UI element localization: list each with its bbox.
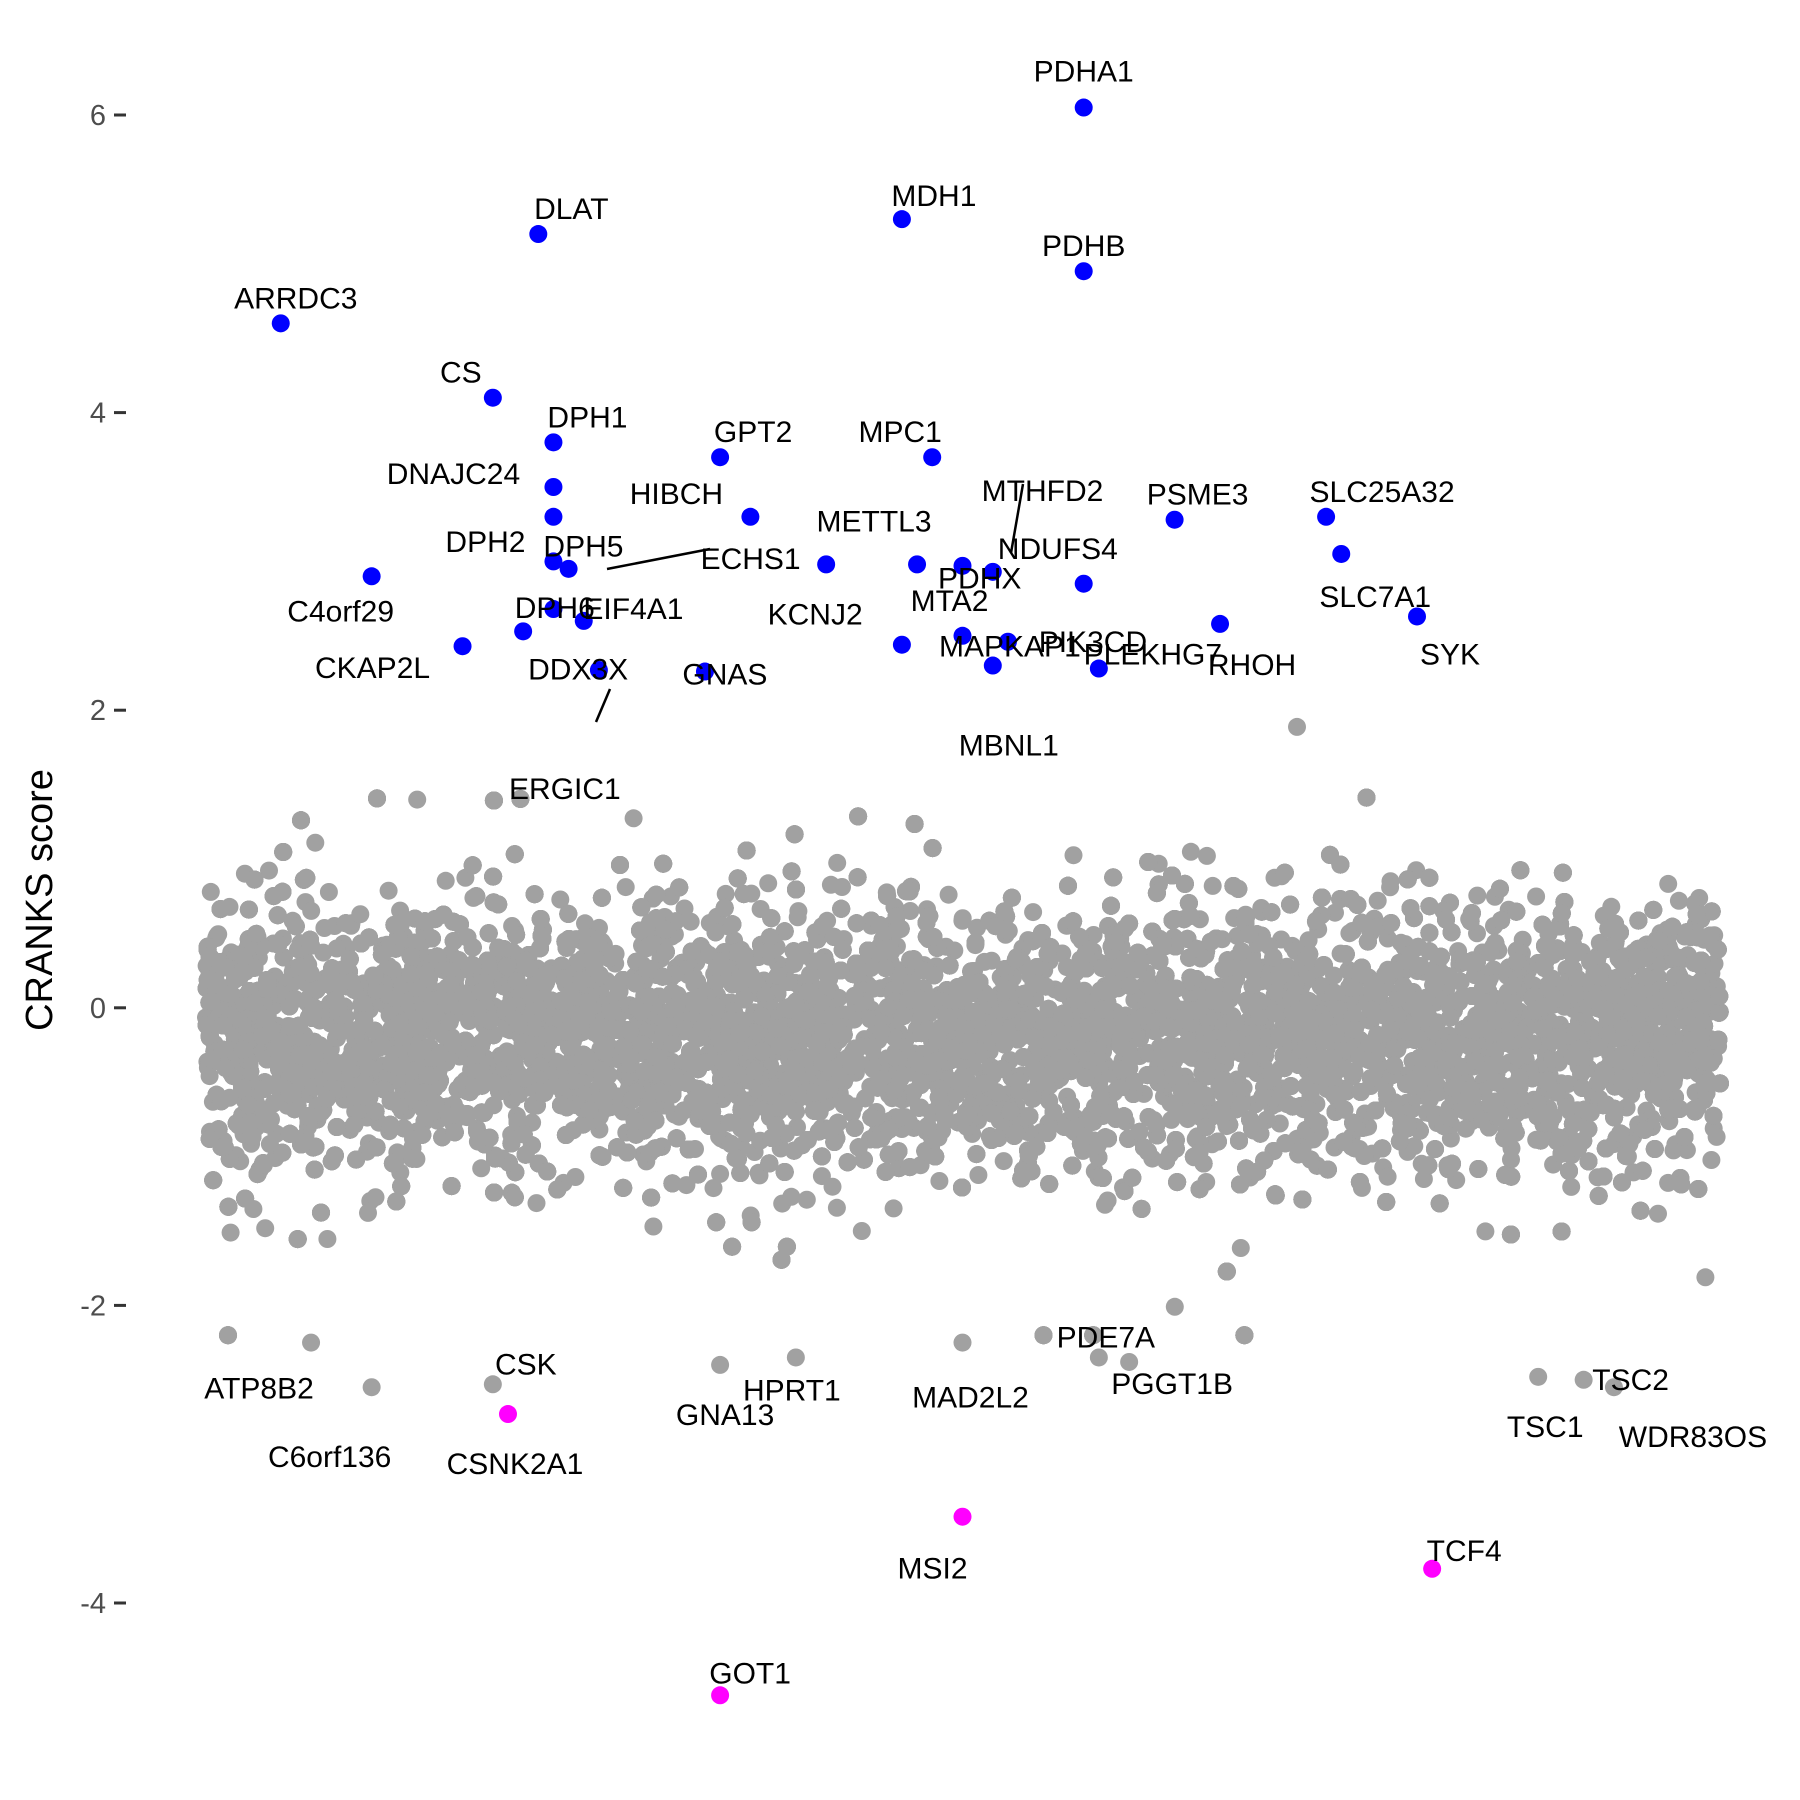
background-point <box>351 905 370 924</box>
background-point <box>953 911 972 930</box>
background-point <box>1288 717 1306 736</box>
background-point <box>1476 1222 1495 1241</box>
background-point <box>200 1067 219 1086</box>
background-point <box>260 861 278 880</box>
background-point <box>327 939 346 958</box>
background-point <box>1368 891 1387 910</box>
background-point <box>1203 876 1222 895</box>
background-point <box>711 1164 730 1183</box>
background-point <box>1326 903 1344 922</box>
background-point <box>759 874 778 893</box>
background-point <box>1468 886 1487 905</box>
background-point <box>1381 878 1400 897</box>
background-point <box>1414 1170 1433 1188</box>
background-point <box>677 1176 696 1195</box>
background-point <box>315 919 334 937</box>
background-point <box>551 890 570 909</box>
background-point <box>1707 1127 1726 1146</box>
background-point <box>1064 846 1083 865</box>
background-point <box>939 885 958 904</box>
background-point <box>306 833 325 852</box>
background-point <box>788 908 807 927</box>
background-point <box>901 902 920 920</box>
background-point <box>576 914 594 933</box>
background-point <box>436 871 455 890</box>
background-point <box>1669 891 1688 910</box>
background-point <box>527 1194 546 1213</box>
background-point <box>201 882 220 901</box>
background-point <box>1024 903 1043 922</box>
background-point <box>1181 842 1200 861</box>
background-point <box>256 1219 275 1238</box>
background-point <box>319 883 338 901</box>
background-point <box>1527 887 1546 906</box>
background-point <box>884 1199 903 1218</box>
background-point <box>366 1188 385 1207</box>
background-point <box>391 901 410 920</box>
background-point <box>704 1179 723 1198</box>
background-point <box>828 853 847 872</box>
background-point <box>379 881 398 900</box>
background-point <box>472 1159 491 1178</box>
background-point <box>1378 1167 1397 1186</box>
background-point <box>1231 1239 1250 1257</box>
background-point <box>318 1230 337 1248</box>
background-point <box>930 1172 949 1190</box>
background-point <box>675 899 694 918</box>
background-point <box>1456 1119 1475 1138</box>
background-point <box>716 884 735 903</box>
background-point <box>994 1152 1013 1171</box>
background-point <box>1340 924 1359 943</box>
background-points <box>197 717 1729 1345</box>
background-point <box>1502 1150 1520 1169</box>
background-point <box>827 1198 846 1217</box>
background-point <box>1299 931 1318 950</box>
background-point <box>616 878 635 897</box>
background-point <box>1649 1204 1667 1223</box>
background-point <box>1197 846 1216 865</box>
background-point <box>1405 1137 1424 1156</box>
background-point <box>408 790 427 809</box>
background-point <box>1562 1177 1581 1196</box>
background-point <box>821 875 840 894</box>
background-point <box>782 1187 801 1206</box>
background-point <box>359 1203 377 1222</box>
background-point <box>823 1177 842 1196</box>
background-point <box>221 1223 240 1242</box>
background-point <box>302 901 321 920</box>
background-point <box>644 1217 663 1236</box>
background-point <box>1696 1268 1715 1287</box>
background-point <box>969 1166 988 1184</box>
background-point <box>1659 874 1678 893</box>
background-point <box>797 1190 816 1209</box>
background-point <box>1098 1191 1117 1210</box>
background-point <box>624 809 643 828</box>
background-point <box>1702 1151 1721 1169</box>
background-point <box>852 1222 871 1240</box>
background-point <box>1165 1297 1184 1316</box>
